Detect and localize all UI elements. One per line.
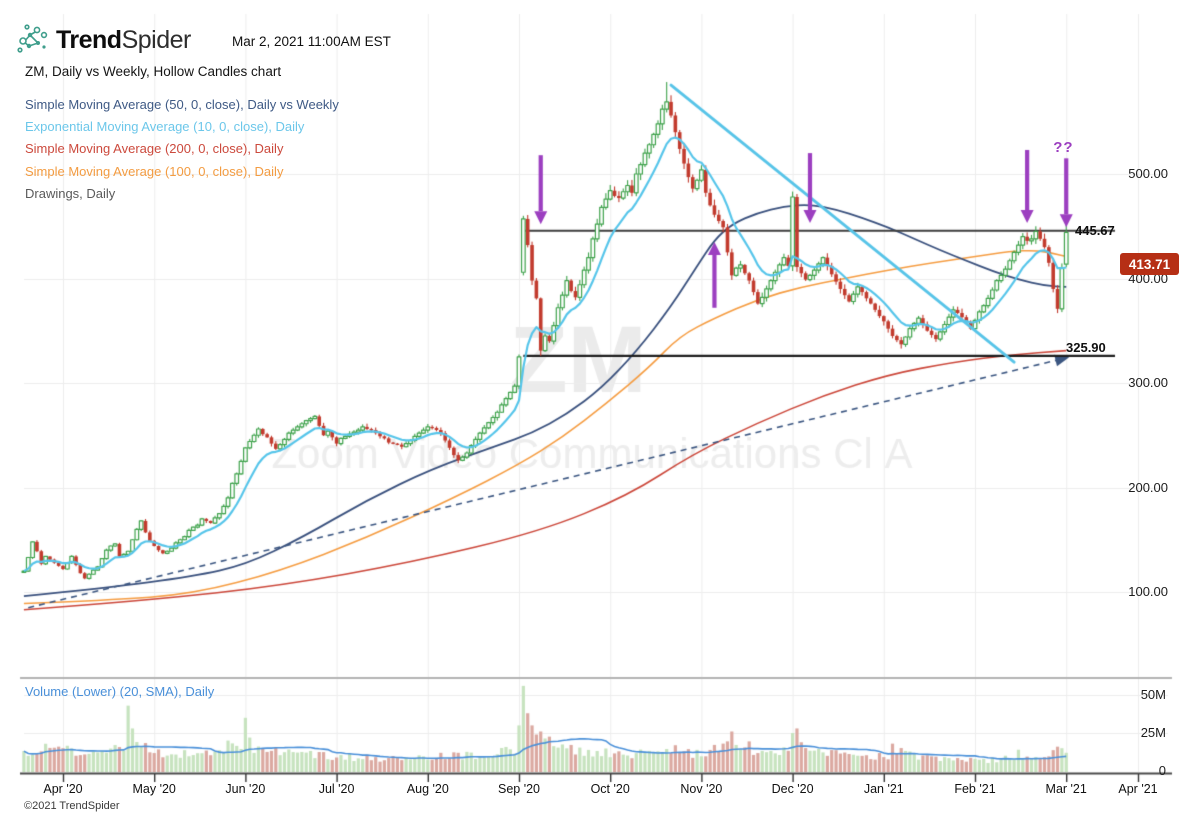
resistance-level-label[interactable]: 445.67 xyxy=(1075,222,1115,238)
app-logo[interactable]: TrendSpider xyxy=(14,22,191,58)
time-axis-label: Mar '21 xyxy=(1045,782,1087,796)
app-logo-text: TrendSpider xyxy=(56,25,191,54)
copyright-text: ©2021 TrendSpider xyxy=(24,800,120,812)
time-axis-label: Jul '20 xyxy=(318,782,355,796)
legend-item-1[interactable]: Exponential Moving Average (10, 0, close… xyxy=(25,119,305,135)
time-axis-label: Apr '20 xyxy=(43,782,83,796)
price-axis-label: 300.00 xyxy=(1128,375,1168,390)
price-axis-label: 200.00 xyxy=(1128,479,1168,495)
time-axis-label: Jun '20 xyxy=(225,782,266,796)
chart-title: ZM, Daily vs Weekly, Hollow Candles char… xyxy=(25,64,282,79)
time-axis-label: Feb '21 xyxy=(954,782,996,796)
time-axis-label: May '20 xyxy=(132,782,176,796)
volume-axis-label: 25M xyxy=(1140,725,1166,740)
time-axis-label: Nov '20 xyxy=(680,782,723,796)
time-axis-label: Oct '20 xyxy=(590,782,630,796)
time-axis-label: Apr '21 xyxy=(1118,782,1158,796)
volume-axis-label: 0 xyxy=(1158,763,1166,778)
volume-axis-label: 50M xyxy=(1140,687,1166,702)
volume-legend-label[interactable]: Volume (Lower) (20, SMA), Daily xyxy=(25,684,215,699)
question-annotation[interactable]: ?? xyxy=(1053,139,1074,156)
legend-item-0[interactable]: Simple Moving Average (50, 0, close), Da… xyxy=(25,96,339,112)
time-axis-label: Jan '21 xyxy=(863,782,904,796)
time-axis-label: Dec '20 xyxy=(771,782,814,796)
chart-timestamp: Mar 2, 2021 11:00AM EST xyxy=(232,34,391,49)
legend-item-2[interactable]: Simple Moving Average (200, 0, close), D… xyxy=(25,141,284,157)
indicator-legend: Simple Moving Average (50, 0, close), Da… xyxy=(25,93,339,205)
trendspider-logo-icon xyxy=(17,24,48,53)
legend-item-3[interactable]: Simple Moving Average (100, 0, close), D… xyxy=(25,163,284,179)
last-price-badge: 413.71 xyxy=(1120,253,1179,276)
support-level-label[interactable]: 325.90 xyxy=(1066,339,1106,355)
time-axis-label: Sep '20 xyxy=(497,782,541,796)
price-axis-label: 100.00 xyxy=(1128,584,1168,599)
time-axis-label: Aug '20 xyxy=(406,782,449,796)
legend-item-4[interactable]: Drawings, Daily xyxy=(25,186,116,202)
price-axis-label: 500.00 xyxy=(1128,166,1168,181)
